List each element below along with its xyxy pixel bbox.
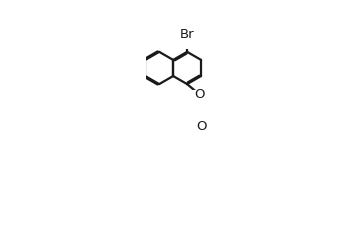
Text: O: O xyxy=(196,120,207,133)
Text: Br: Br xyxy=(180,28,194,41)
Text: O: O xyxy=(194,88,205,101)
